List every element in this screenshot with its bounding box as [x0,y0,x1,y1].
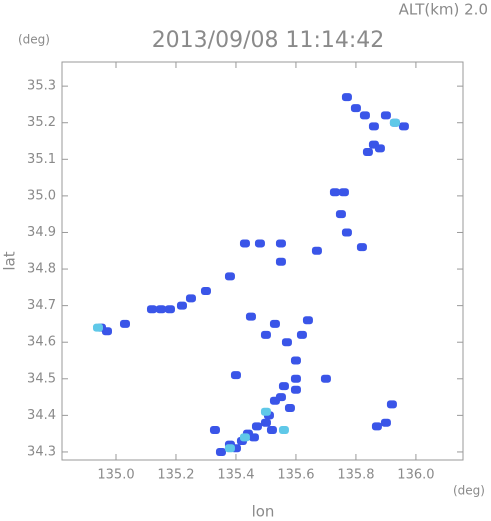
y-tick-label: 34.4 [27,408,56,423]
altitude-label: ALT(km) 2.0 [399,1,488,19]
echo-cell [359,111,370,120]
y-tick-label: 34.6 [27,335,56,350]
echo-cell [176,301,187,310]
echo-cell [164,305,175,314]
x-unit: (deg) [453,484,485,498]
echo-cell [368,122,379,131]
y-tick-label: 35.1 [27,152,56,167]
echo-cell [200,286,211,295]
echo-cell [119,319,130,328]
echo-cell [239,433,250,442]
x-axis-label: lon [252,503,275,521]
y-tick-label: 34.9 [27,225,56,240]
y-axis-label: lat [1,251,19,270]
echo-cell [278,382,289,391]
echo-cell [278,426,289,435]
echo-cell [350,104,361,113]
echo-cell [320,374,331,383]
echo-cell [185,294,196,303]
echo-cell [245,312,256,321]
echo-cell [329,188,340,197]
echo-cell [146,305,157,314]
echo-cell [386,400,397,409]
echo-cell [389,118,400,127]
echo-cell [101,327,112,336]
echo-cell [341,228,352,237]
echo-cell [269,319,280,328]
echo-cell [260,407,271,416]
echo-cell [224,444,235,453]
echo-cell [341,93,352,102]
y-tick-label: 34.7 [27,298,56,313]
plot-frame [61,61,464,461]
echo-cell [248,433,259,442]
echo-cell [275,393,286,402]
echo-cell [260,330,271,339]
echo-cell [380,418,391,427]
y-tick-label: 34.8 [27,262,56,277]
chart-title: 2013/09/08 11:14:42 [152,28,385,53]
y-unit: (deg) [18,33,50,47]
echo-cell [215,447,226,456]
x-tick-label: 135.2 [157,468,194,483]
echo-cell [266,426,277,435]
y-tick-label: 34.5 [27,371,56,386]
echo-cell [239,239,250,248]
echo-cell [368,140,379,149]
echo-cell [302,316,313,325]
x-tick-label: 135.8 [337,468,374,483]
y-tick-label: 34.3 [27,444,56,459]
echo-cell [311,246,322,255]
echo-cell [224,272,235,281]
echo-cell [281,338,292,347]
x-tick-label: 135.6 [277,468,314,483]
echo-cell [290,385,301,394]
echo-cell [275,257,286,266]
echo-cell [254,239,265,248]
echo-cell [362,147,373,156]
x-tick-label: 135.4 [217,468,254,483]
y-tick-label: 35.3 [27,79,56,94]
echo-cell [284,404,295,413]
echo-cell [209,426,220,435]
echo-cell [92,323,103,332]
echo-cell [398,122,409,131]
echo-cell [356,243,367,252]
echo-cell [338,188,349,197]
echo-cell [380,111,391,120]
echo-cell [371,422,382,431]
x-tick-label: 135.0 [97,468,134,483]
echo-cell [290,356,301,365]
echo-cell [155,305,166,314]
echo-cell [296,330,307,339]
y-tick-label: 35.2 [27,115,56,130]
x-tick-label: 136.0 [397,468,434,483]
y-tick-label: 35.0 [27,188,56,203]
echo-cell [335,210,346,219]
echo-cell [230,371,241,380]
echo-cell [260,418,271,427]
echo-cell [290,374,301,383]
echo-cell [251,422,262,431]
echo-cell [275,239,286,248]
